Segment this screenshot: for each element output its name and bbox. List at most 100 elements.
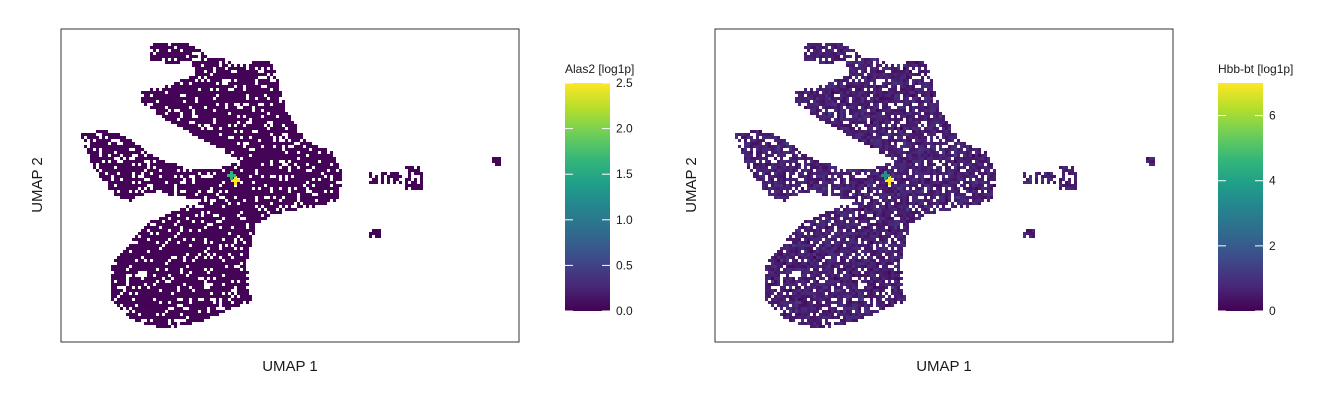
cell-bin [216,196,219,199]
cell-bin [912,73,915,76]
cell-bin [276,124,279,127]
cell-bin [876,97,879,100]
cell-bin [333,190,336,193]
cell-bin [807,58,810,61]
cell-bin [123,151,126,154]
cell-bin [213,232,216,235]
cell-bin [900,115,903,118]
cell-bin [207,262,210,265]
cell-bin [303,172,306,175]
cell-bin [759,148,762,151]
cell-bin [165,187,168,190]
cell-bin [264,106,267,109]
cell-bin [126,292,129,295]
cell-bin [816,55,819,58]
cell-bin [927,121,930,124]
cell-bin [249,169,252,172]
cell-bin [864,139,867,142]
cell-bin [906,76,909,79]
cell-bin [264,73,267,76]
cell-bin [294,124,297,127]
cell-bin [915,91,918,94]
cell-bin [840,85,843,88]
cell-bin [219,103,222,106]
cell-bin [276,175,279,178]
cell-bin [879,127,882,130]
cell-bin [258,130,261,133]
cell-bin [237,148,240,151]
cell-bin [858,100,861,103]
cell-bin [150,154,153,157]
cell-bin [222,262,225,265]
cell-bin [315,181,318,184]
cell-bin [198,301,201,304]
cell-bin [213,73,216,76]
cell-bin [333,184,336,187]
cell-bin [897,97,900,100]
cell-bin [159,250,162,253]
cell-bin [288,127,291,130]
cell-bin [264,163,267,166]
cell-bin [273,85,276,88]
cell-bin [168,295,171,298]
cell-bin [972,154,975,157]
cell-bin [309,163,312,166]
cell-bin [810,91,813,94]
cell-bin [183,121,186,124]
cell-bin [300,151,303,154]
cell-bin [246,88,249,91]
cell-bin [273,208,276,211]
cell-bin [225,208,228,211]
cell-bin [198,136,201,139]
cell-bin [852,85,855,88]
cell-bin [231,250,234,253]
cell-bin [906,160,909,163]
cell-bin [198,109,201,112]
cell-bin [180,79,183,82]
cell-bin [906,67,909,70]
cell-bin [885,148,888,151]
cell-bin [159,220,162,223]
y-axis-title: UMAP 2 [29,157,46,213]
cell-bin [495,157,498,160]
cell-bin [918,97,921,100]
cell-bin [207,250,210,253]
cell-bin [321,154,324,157]
cell-bin [903,160,906,163]
cell-bin [213,250,216,253]
cell-bin [225,229,228,232]
cell-bin [138,289,141,292]
cell-bin [126,262,129,265]
cell-bin [213,64,216,67]
cell-bin [300,196,303,199]
cell-bin [168,61,171,64]
cell-bin [867,127,870,130]
cell-bin [219,280,222,283]
cell-bin [276,91,279,94]
cell-bin [912,121,915,124]
cell-bin [177,283,180,286]
cell-bin [249,244,252,247]
cell-bin [792,151,795,154]
cell-bin [261,211,264,214]
hotspot-bin [234,176,237,179]
cell-bin [168,310,171,313]
cell-bin [192,235,195,238]
cell-bin [255,202,258,205]
cell-bin [318,154,321,157]
cell-bin [858,88,861,91]
cell-bin [909,121,912,124]
cell-bin [882,91,885,94]
cell-bin [150,250,153,253]
cell-bin [153,157,156,160]
cell-bin [186,313,189,316]
cell-bin [219,205,222,208]
cell-bin [129,187,132,190]
cell-bin [144,268,147,271]
cell-bin [132,271,135,274]
cell-bin [918,79,921,82]
cell-bin [789,166,792,169]
cell-bin [837,106,840,109]
cell-bin [852,103,855,106]
